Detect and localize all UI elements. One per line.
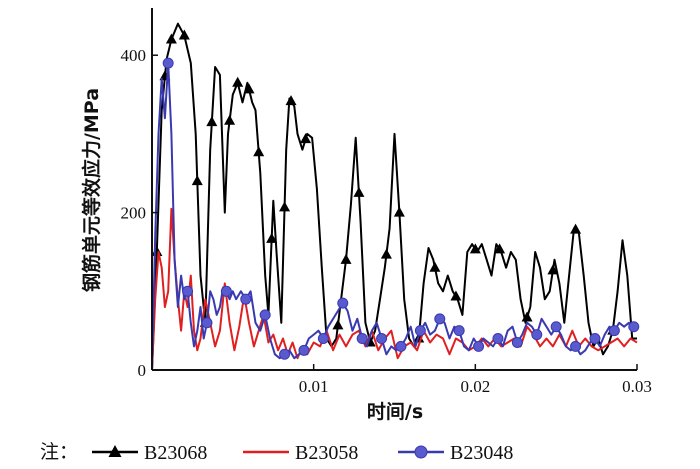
- data-point-b23048: [434, 313, 446, 325]
- data-point-b23068: [353, 186, 365, 197]
- data-point-b23068: [429, 261, 441, 272]
- data-point-b23068: [285, 95, 297, 106]
- data-point-b23048: [162, 57, 174, 69]
- legend-marker-b23048: [414, 445, 428, 459]
- ticks: 0 200 400 0.01 0.02 0.03: [121, 46, 652, 396]
- data-point-b23048: [240, 293, 252, 305]
- data-point-b23048: [317, 333, 329, 345]
- data-point-b23068: [521, 311, 533, 322]
- data-point-b23068: [393, 206, 405, 217]
- data-point-b23048: [492, 333, 504, 345]
- legend-note-label: 注：: [40, 441, 78, 463]
- data-point-b23068: [253, 146, 265, 157]
- data-point-b23068: [570, 223, 582, 234]
- y-tick-label: 200: [121, 204, 147, 223]
- data-point-b23048: [259, 309, 271, 321]
- series-line-b23058: [151, 207, 638, 371]
- data-point-b23068: [178, 29, 190, 40]
- x-tick-label: 0.02: [460, 377, 490, 396]
- data-point-b23048: [550, 321, 562, 333]
- data-point-b23068: [469, 243, 481, 254]
- legend-label-b23048: B23048: [450, 442, 513, 464]
- plot-lines: [151, 22, 640, 371]
- data-point-b23048: [628, 321, 640, 333]
- data-point-b23048: [511, 336, 523, 348]
- series-line-b23068: [151, 22, 637, 371]
- data-point-b23048: [473, 340, 485, 352]
- data-point-b23048: [395, 340, 407, 352]
- data-point-b23068: [279, 201, 291, 212]
- x-axis-title: 时间/s: [367, 401, 423, 423]
- data-point-b23068: [450, 290, 462, 301]
- axes: [151, 8, 637, 371]
- data-point-b23068: [243, 83, 255, 94]
- data-point-b23048: [608, 325, 620, 337]
- data-point-b23068: [340, 253, 352, 264]
- legend-label-b23068: B23068: [144, 442, 207, 464]
- data-point-b23068: [191, 175, 203, 186]
- data-point-b23068: [494, 243, 506, 254]
- data-point-b23068: [380, 248, 392, 259]
- data-point-b23068: [332, 319, 344, 330]
- legend-marker-b23068: [108, 445, 122, 457]
- data-point-b23048: [220, 285, 232, 297]
- data-point-b23048: [356, 333, 368, 345]
- data-point-b23048: [531, 329, 543, 341]
- data-point-b23068: [165, 33, 177, 44]
- x-tick-label: 0.03: [622, 377, 652, 396]
- series-line-b23048: [151, 62, 638, 371]
- data-point-b23048: [279, 348, 291, 360]
- y-axis-title: 钢筋单元等效应力/MPa: [80, 88, 103, 292]
- data-point-b23048: [201, 317, 213, 329]
- data-point-b23048: [453, 325, 465, 337]
- data-point-b23068: [232, 76, 244, 87]
- y-tick-label: 400: [121, 46, 147, 65]
- data-point-b23048: [337, 297, 349, 309]
- legend-label-b23058: B23058: [295, 442, 358, 464]
- data-point-b23048: [570, 340, 582, 352]
- data-point-b23048: [298, 344, 310, 356]
- data-point-b23048: [414, 325, 426, 337]
- x-tick-label: 0.01: [299, 377, 329, 396]
- data-point-b23068: [224, 114, 236, 125]
- data-point-b23068: [300, 133, 312, 144]
- y-tick-label: 0: [138, 361, 147, 380]
- legend: 注： B23068 B23058 B23048: [40, 441, 513, 464]
- data-point-b23068: [206, 116, 218, 127]
- data-point-b23068: [266, 232, 278, 243]
- data-point-b23068: [547, 264, 559, 275]
- data-point-b23048: [376, 333, 388, 345]
- data-point-b23048: [589, 333, 601, 345]
- data-point-b23048: [182, 285, 194, 297]
